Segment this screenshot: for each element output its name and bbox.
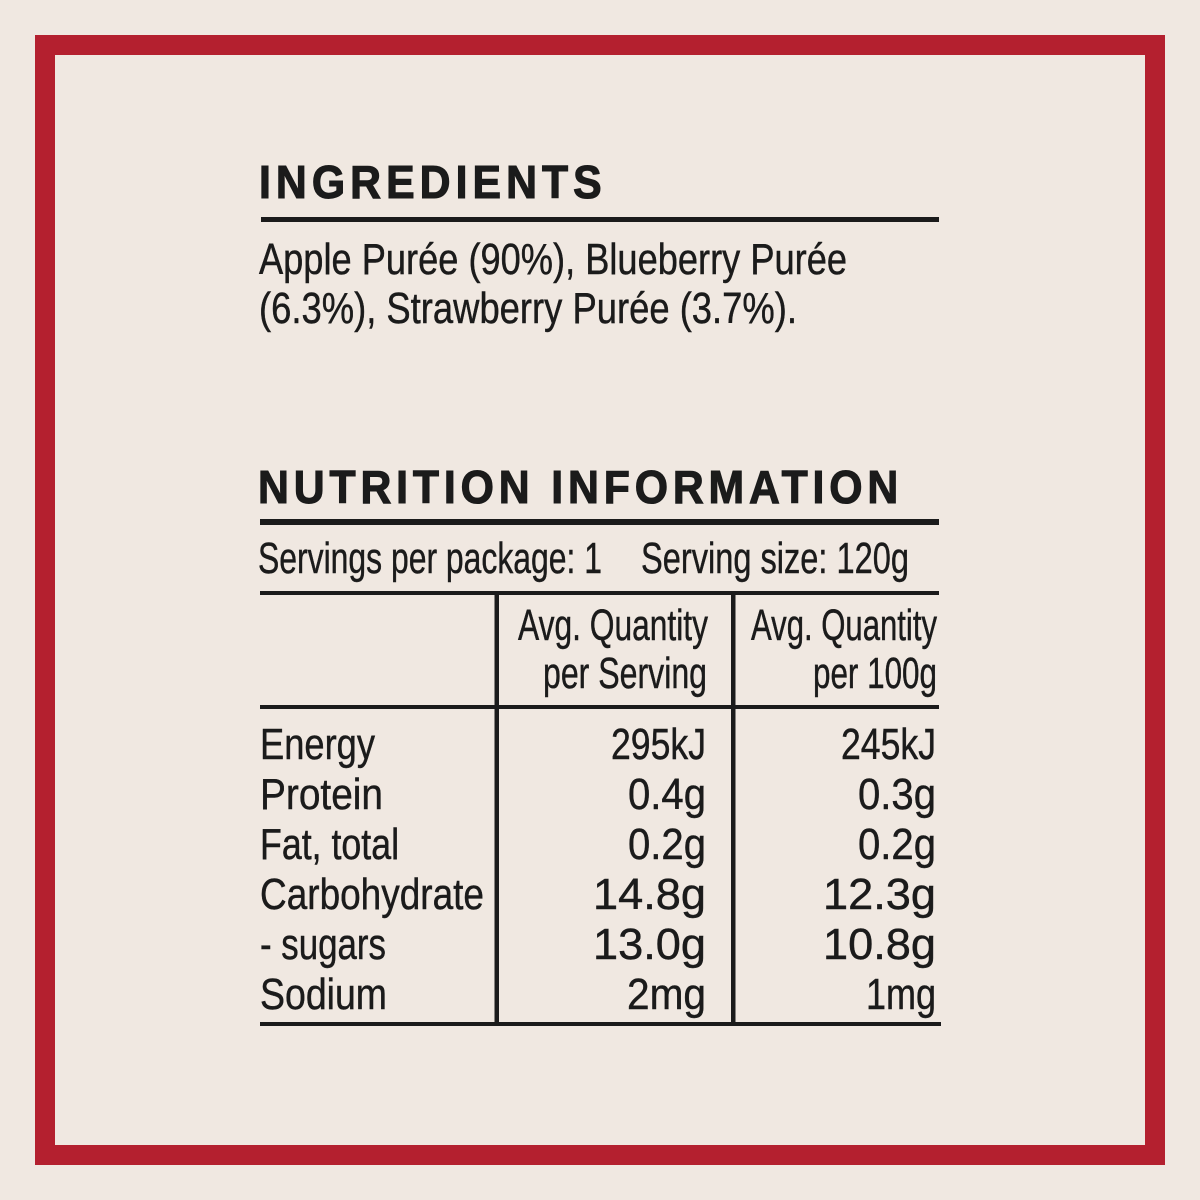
svg-text:1mg: 1mg	[866, 970, 936, 1019]
svg-text:295kJ: 295kJ	[611, 720, 706, 769]
svg-text:- sugars: - sugars	[260, 920, 386, 969]
svg-text:Servings per package: 1: Servings per package: 1	[258, 534, 602, 583]
svg-text:Carbohydrate: Carbohydrate	[260, 870, 484, 919]
svg-text:0.2g: 0.2g	[628, 820, 706, 869]
svg-text:(6.3%), Strawberry Purée (3.7%: (6.3%), Strawberry Purée (3.7%).	[259, 284, 797, 333]
svg-text:Fat, total: Fat, total	[260, 820, 399, 869]
svg-text:14.8g: 14.8g	[593, 870, 706, 919]
svg-text:Avg. Quantity: Avg. Quantity	[751, 601, 937, 650]
svg-text:2mg: 2mg	[627, 970, 706, 1019]
svg-text:0.3g: 0.3g	[858, 770, 936, 819]
svg-text:Sodium: Sodium	[260, 970, 387, 1019]
svg-text:0.4g: 0.4g	[628, 770, 706, 819]
svg-text:12.3g: 12.3g	[823, 870, 936, 919]
svg-text:INGREDIENTS: INGREDIENTS	[259, 157, 602, 208]
svg-text:Avg. Quantity: Avg. Quantity	[518, 601, 708, 650]
svg-text:NUTRITION INFORMATION: NUTRITION INFORMATION	[258, 462, 898, 513]
svg-text:Protein: Protein	[260, 770, 383, 819]
svg-text:10.8g: 10.8g	[823, 920, 936, 969]
svg-text:Apple Purée (90%), Blueberry P: Apple Purée (90%), Blueberry Purée	[259, 235, 847, 284]
svg-text:Serving size: 120g: Serving size: 120g	[641, 534, 909, 583]
svg-text:per Serving: per Serving	[543, 649, 707, 698]
svg-text:per 100g: per 100g	[813, 649, 937, 698]
svg-text:245kJ: 245kJ	[841, 720, 936, 769]
svg-text:13.0g: 13.0g	[593, 920, 706, 969]
svg-text:0.2g: 0.2g	[858, 820, 936, 869]
svg-text:Energy: Energy	[260, 720, 375, 769]
